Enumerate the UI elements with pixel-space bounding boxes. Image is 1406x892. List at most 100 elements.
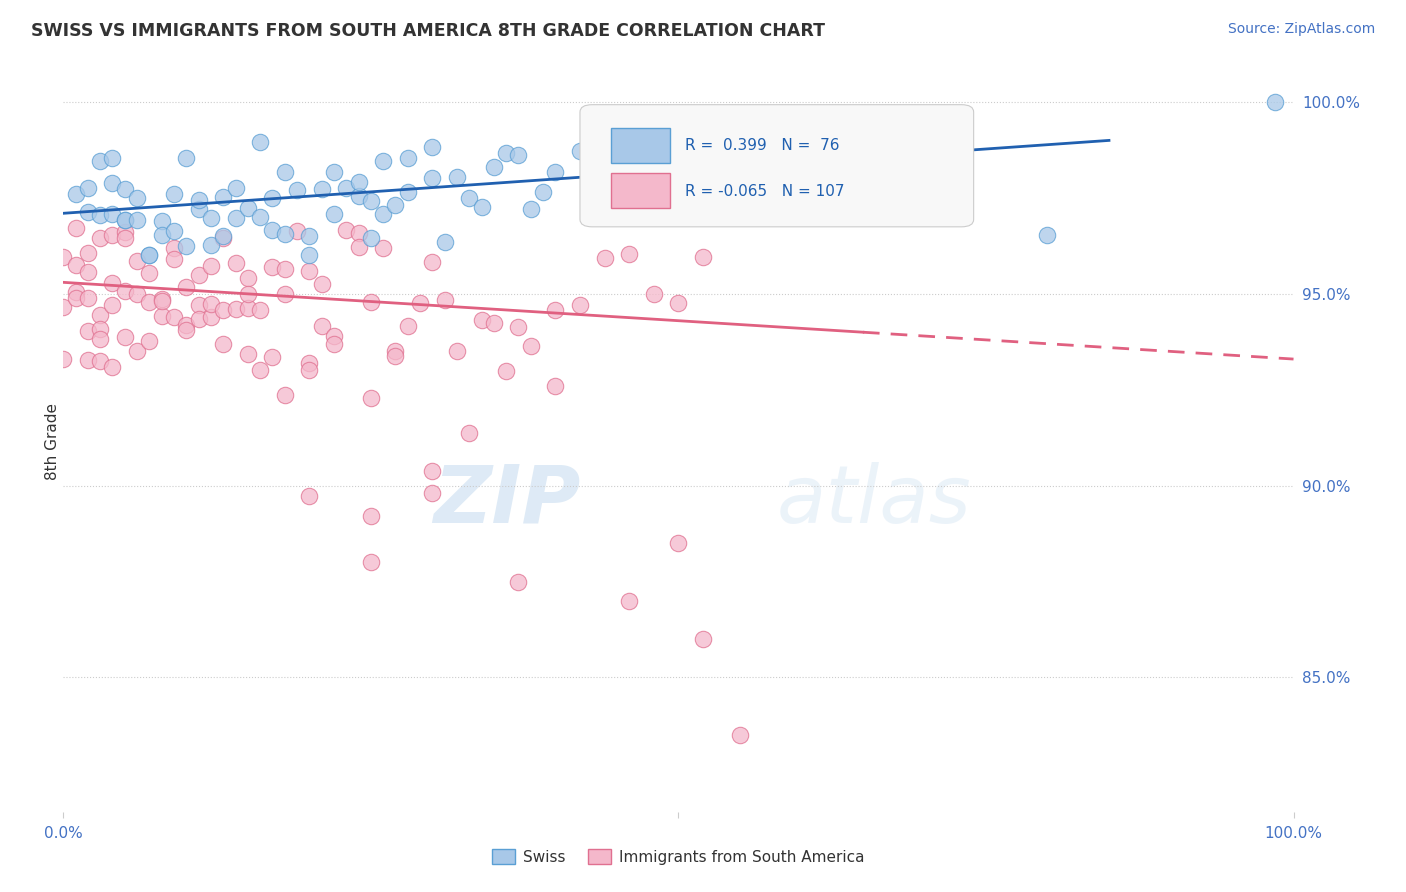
Point — [150, 214, 173, 228]
Point — [163, 186, 186, 201]
Point — [422, 486, 444, 500]
Point — [212, 303, 235, 318]
Point — [76, 325, 98, 339]
Point — [470, 200, 494, 214]
Point — [666, 157, 689, 171]
Point — [311, 182, 333, 196]
Point — [114, 284, 136, 298]
Point — [422, 255, 444, 269]
Point — [433, 293, 456, 307]
Point — [396, 318, 419, 333]
Point — [76, 291, 98, 305]
Point — [371, 153, 394, 168]
Point — [138, 295, 160, 310]
Point — [298, 356, 321, 370]
Point — [101, 176, 124, 190]
Point — [225, 301, 247, 316]
Point — [298, 264, 321, 278]
Point — [101, 359, 124, 374]
Point — [65, 258, 87, 272]
Point — [187, 202, 209, 216]
Point — [114, 213, 136, 227]
Point — [323, 207, 346, 221]
Point — [360, 391, 382, 405]
Point — [360, 194, 382, 209]
Point — [114, 225, 136, 239]
Point — [544, 379, 567, 393]
Point — [360, 555, 382, 569]
Text: R = -0.065   N = 107: R = -0.065 N = 107 — [685, 184, 844, 199]
Point — [174, 318, 197, 332]
Point — [728, 728, 751, 742]
Point — [273, 262, 295, 277]
Point — [482, 160, 505, 174]
Point — [212, 228, 235, 243]
Point — [236, 287, 259, 301]
Point — [371, 241, 394, 255]
Point — [347, 226, 370, 240]
Legend: Swiss, Immigrants from South America: Swiss, Immigrants from South America — [486, 843, 870, 871]
Point — [544, 303, 567, 318]
Point — [163, 310, 186, 325]
Point — [212, 231, 235, 245]
Point — [692, 632, 714, 646]
Point — [212, 190, 235, 204]
Point — [101, 298, 124, 312]
Point — [384, 349, 406, 363]
Point — [619, 247, 641, 261]
Point — [101, 207, 124, 221]
Point — [593, 178, 616, 192]
Point — [482, 316, 505, 330]
Point — [396, 151, 419, 165]
Point — [65, 221, 87, 235]
Point — [225, 255, 247, 269]
Point — [101, 276, 124, 290]
Point — [76, 353, 98, 368]
Point — [643, 287, 665, 301]
Text: Source: ZipAtlas.com: Source: ZipAtlas.com — [1227, 22, 1375, 37]
Point — [150, 293, 173, 308]
Point — [101, 151, 124, 165]
Point — [138, 248, 160, 262]
Point — [236, 201, 259, 215]
Point — [138, 334, 160, 348]
Point — [150, 227, 173, 242]
Point — [323, 164, 346, 178]
Point — [323, 329, 346, 343]
Point — [200, 211, 222, 225]
Point — [347, 240, 370, 254]
Point — [187, 193, 209, 207]
Point — [89, 153, 111, 168]
Point — [76, 246, 98, 260]
Point — [347, 175, 370, 189]
Point — [174, 239, 197, 253]
Point — [52, 352, 75, 367]
Point — [65, 285, 87, 299]
Point — [568, 298, 591, 312]
Point — [114, 231, 136, 245]
Point — [127, 212, 148, 227]
Point — [101, 227, 124, 242]
Point — [568, 144, 591, 158]
Point — [114, 182, 136, 196]
Point — [458, 192, 481, 206]
Point — [225, 181, 247, 195]
Point — [138, 266, 160, 280]
Point — [666, 536, 689, 550]
Point — [852, 110, 875, 124]
Point — [89, 308, 111, 322]
Point — [692, 250, 714, 264]
Point — [520, 339, 543, 353]
Point — [360, 509, 382, 524]
Point — [298, 363, 321, 377]
Point — [666, 296, 689, 310]
Point — [384, 198, 406, 212]
Point — [65, 186, 87, 201]
Point — [249, 363, 271, 377]
Text: R =  0.399   N =  76: R = 0.399 N = 76 — [685, 138, 839, 153]
Point — [174, 280, 197, 294]
Point — [236, 347, 259, 361]
Point — [446, 343, 468, 358]
Point — [458, 425, 481, 440]
Point — [495, 145, 517, 160]
